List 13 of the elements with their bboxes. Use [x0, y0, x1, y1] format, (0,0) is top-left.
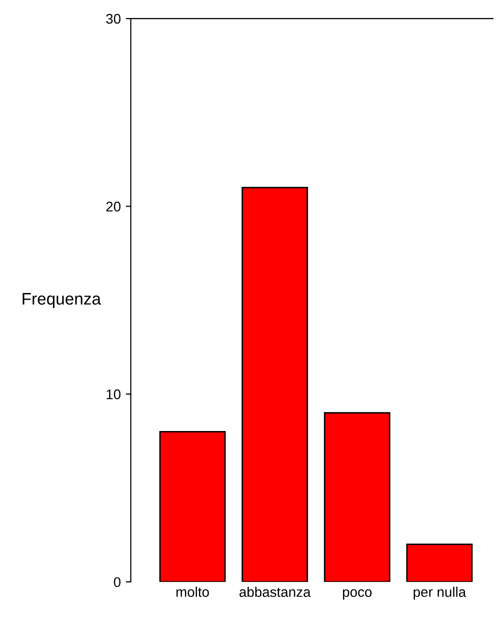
x-tick-label: per nulla — [414, 586, 466, 600]
y-axis-title: Frequenza — [22, 293, 102, 308]
x-tick-label: molto — [176, 586, 209, 597]
x-tick-label: abbastanza — [240, 586, 311, 597]
y-tick-label: 30 — [106, 14, 121, 24]
bar — [159, 430, 226, 582]
bar — [406, 544, 473, 582]
y-tick-label: 20 — [106, 202, 121, 212]
y-tick-label: 0 — [114, 577, 121, 588]
x-tick-label: poco — [342, 589, 372, 600]
y-tick-label: 10 — [106, 389, 121, 400]
bar — [242, 186, 308, 582]
bar — [324, 412, 390, 582]
